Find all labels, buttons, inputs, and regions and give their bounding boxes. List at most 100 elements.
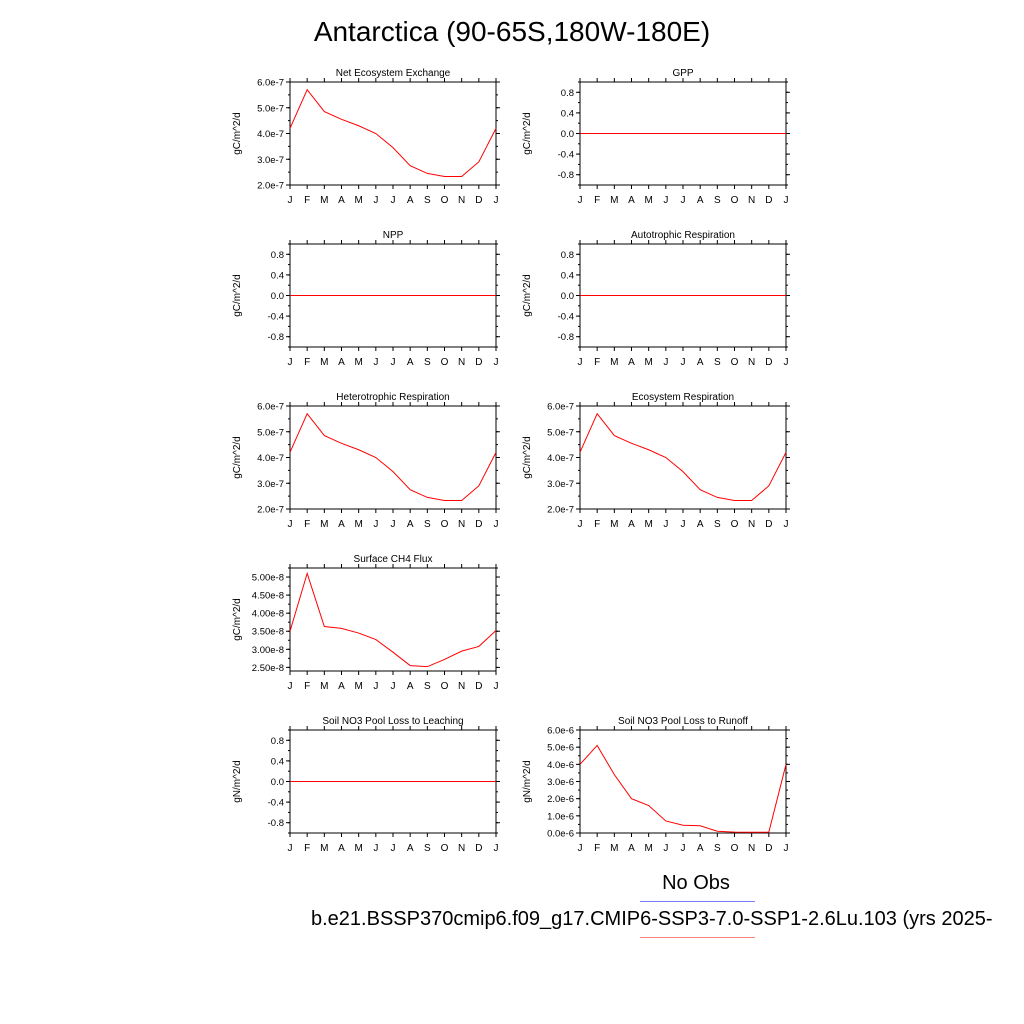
- y-tick-label: 3.50e-8: [252, 627, 284, 638]
- plot-frame: [289, 567, 497, 672]
- panel-title: GPP: [672, 68, 693, 79]
- x-tick-label: M: [610, 195, 618, 206]
- x-tick-label: J: [784, 195, 789, 206]
- x-tick-label: J: [373, 519, 378, 530]
- x-tick-label: M: [610, 843, 618, 854]
- y-tick-label: 1.0e-6: [547, 811, 574, 822]
- panel-title: Soil NO3 Pool Loss to Leaching: [322, 716, 463, 727]
- x-tick-label: J: [681, 519, 686, 530]
- x-tick-label: M: [644, 195, 652, 206]
- x-tick-label: J: [494, 195, 499, 206]
- x-tick-label: D: [475, 357, 482, 368]
- x-tick-label: N: [748, 519, 755, 530]
- y-tick-label: 0.8: [561, 88, 574, 99]
- x-tick-label: J: [373, 681, 378, 692]
- x-tick-label: O: [731, 843, 739, 854]
- x-tick-label: M: [644, 843, 652, 854]
- y-tick-label: 5.0e-7: [547, 427, 574, 438]
- page-title: Antarctica (90-65S,180W-180E): [313, 16, 711, 47]
- x-tick-label: D: [475, 195, 482, 206]
- x-tick-label: J: [391, 843, 396, 854]
- x-tick-label: A: [338, 195, 345, 206]
- x-tick-label: D: [765, 843, 772, 854]
- y-tick-label: -0.8: [268, 818, 284, 829]
- x-tick-label: N: [458, 195, 465, 206]
- x-tick-label: O: [731, 519, 739, 530]
- x-tick-label: J: [391, 681, 396, 692]
- x-tick-label: M: [354, 843, 362, 854]
- x-tick-label: F: [304, 843, 310, 854]
- x-tick-label: F: [594, 519, 600, 530]
- x-tick-label: A: [338, 843, 345, 854]
- x-tick-label: A: [697, 843, 704, 854]
- x-tick-label: D: [765, 357, 772, 368]
- x-tick-label: J: [373, 357, 378, 368]
- y-axis-label: gC/m^2/d: [522, 436, 533, 479]
- x-tick-label: J: [681, 195, 686, 206]
- x-tick-label: J: [784, 843, 789, 854]
- x-tick-label: S: [424, 681, 431, 692]
- x-tick-label: M: [320, 519, 328, 530]
- x-tick-label: F: [304, 519, 310, 530]
- panel-title: Surface CH4 Flux: [354, 554, 433, 565]
- x-tick-label: M: [320, 357, 328, 368]
- x-tick-label: A: [407, 357, 414, 368]
- x-tick-label: F: [594, 843, 600, 854]
- x-tick-label: S: [424, 195, 431, 206]
- y-tick-label: 6.0e-7: [547, 402, 574, 413]
- x-tick-label: J: [288, 357, 293, 368]
- y-tick-label: 0.0: [271, 777, 284, 788]
- x-tick-label: A: [697, 195, 704, 206]
- x-tick-label: S: [424, 357, 431, 368]
- y-tick-label: 3.0e-7: [257, 155, 284, 166]
- x-tick-label: F: [594, 357, 600, 368]
- y-tick-label: 0.0: [561, 291, 574, 302]
- x-tick-label: A: [338, 519, 345, 530]
- legend-run-label: b.e21.BSSP370cmip6.f09_g17.CMIP6-SSP3-7.…: [311, 908, 993, 930]
- y-tick-label: 6.0e-7: [257, 78, 284, 89]
- legend-run-line: [640, 937, 755, 938]
- panel-1: Net Ecosystem Exchange gC/m^2/d 2.0e-7 3.0e…: [232, 68, 500, 206]
- legend-obs-label: No Obs: [662, 872, 730, 894]
- x-tick-label: A: [697, 519, 704, 530]
- series-line: [579, 744, 787, 833]
- x-tick-label: N: [458, 843, 465, 854]
- x-tick-label: J: [391, 357, 396, 368]
- panel-5: Heterotrophic Respiration gC/m^2/d 2.0e-7 3…: [232, 392, 500, 530]
- plot-frame: [579, 405, 787, 510]
- x-tick-label: A: [338, 681, 345, 692]
- panel-title: Ecosystem Respiration: [632, 392, 734, 403]
- x-tick-label: J: [578, 519, 583, 530]
- y-tick-label: 3.0e-7: [257, 479, 284, 490]
- x-tick-label: J: [494, 681, 499, 692]
- y-tick-label: -0.8: [558, 332, 574, 343]
- y-tick-label: 2.0e-7: [257, 505, 284, 516]
- y-axis-label: gC/m^2/d: [232, 112, 243, 155]
- x-tick-label: J: [663, 519, 668, 530]
- x-tick-label: M: [354, 195, 362, 206]
- y-tick-label: -0.8: [558, 170, 574, 181]
- x-tick-label: F: [594, 195, 600, 206]
- x-tick-label: S: [714, 519, 721, 530]
- plot-frame: [289, 81, 497, 186]
- y-tick-label: -0.4: [558, 312, 574, 323]
- legend-obs-line: [640, 901, 755, 902]
- x-tick-label: N: [748, 843, 755, 854]
- x-tick-label: J: [578, 195, 583, 206]
- series-line: [289, 88, 497, 177]
- x-tick-label: O: [731, 357, 739, 368]
- y-tick-label: 2.0e-6: [547, 794, 574, 805]
- panel-9: Soil NO3 Pool Loss to Runoff gN/m^2/d 0.0e…: [522, 716, 790, 854]
- y-tick-label: 5.0e-6: [547, 743, 574, 754]
- x-tick-label: M: [320, 681, 328, 692]
- y-axis-label: gN/m^2/d: [232, 760, 243, 803]
- x-tick-label: O: [441, 681, 449, 692]
- panel-title: Soil NO3 Pool Loss to Runoff: [618, 716, 748, 727]
- x-tick-label: J: [784, 519, 789, 530]
- x-tick-label: M: [644, 357, 652, 368]
- y-tick-label: 4.0e-7: [257, 129, 284, 140]
- y-tick-label: 5.0e-7: [257, 427, 284, 438]
- x-tick-label: J: [288, 195, 293, 206]
- x-tick-label: M: [320, 843, 328, 854]
